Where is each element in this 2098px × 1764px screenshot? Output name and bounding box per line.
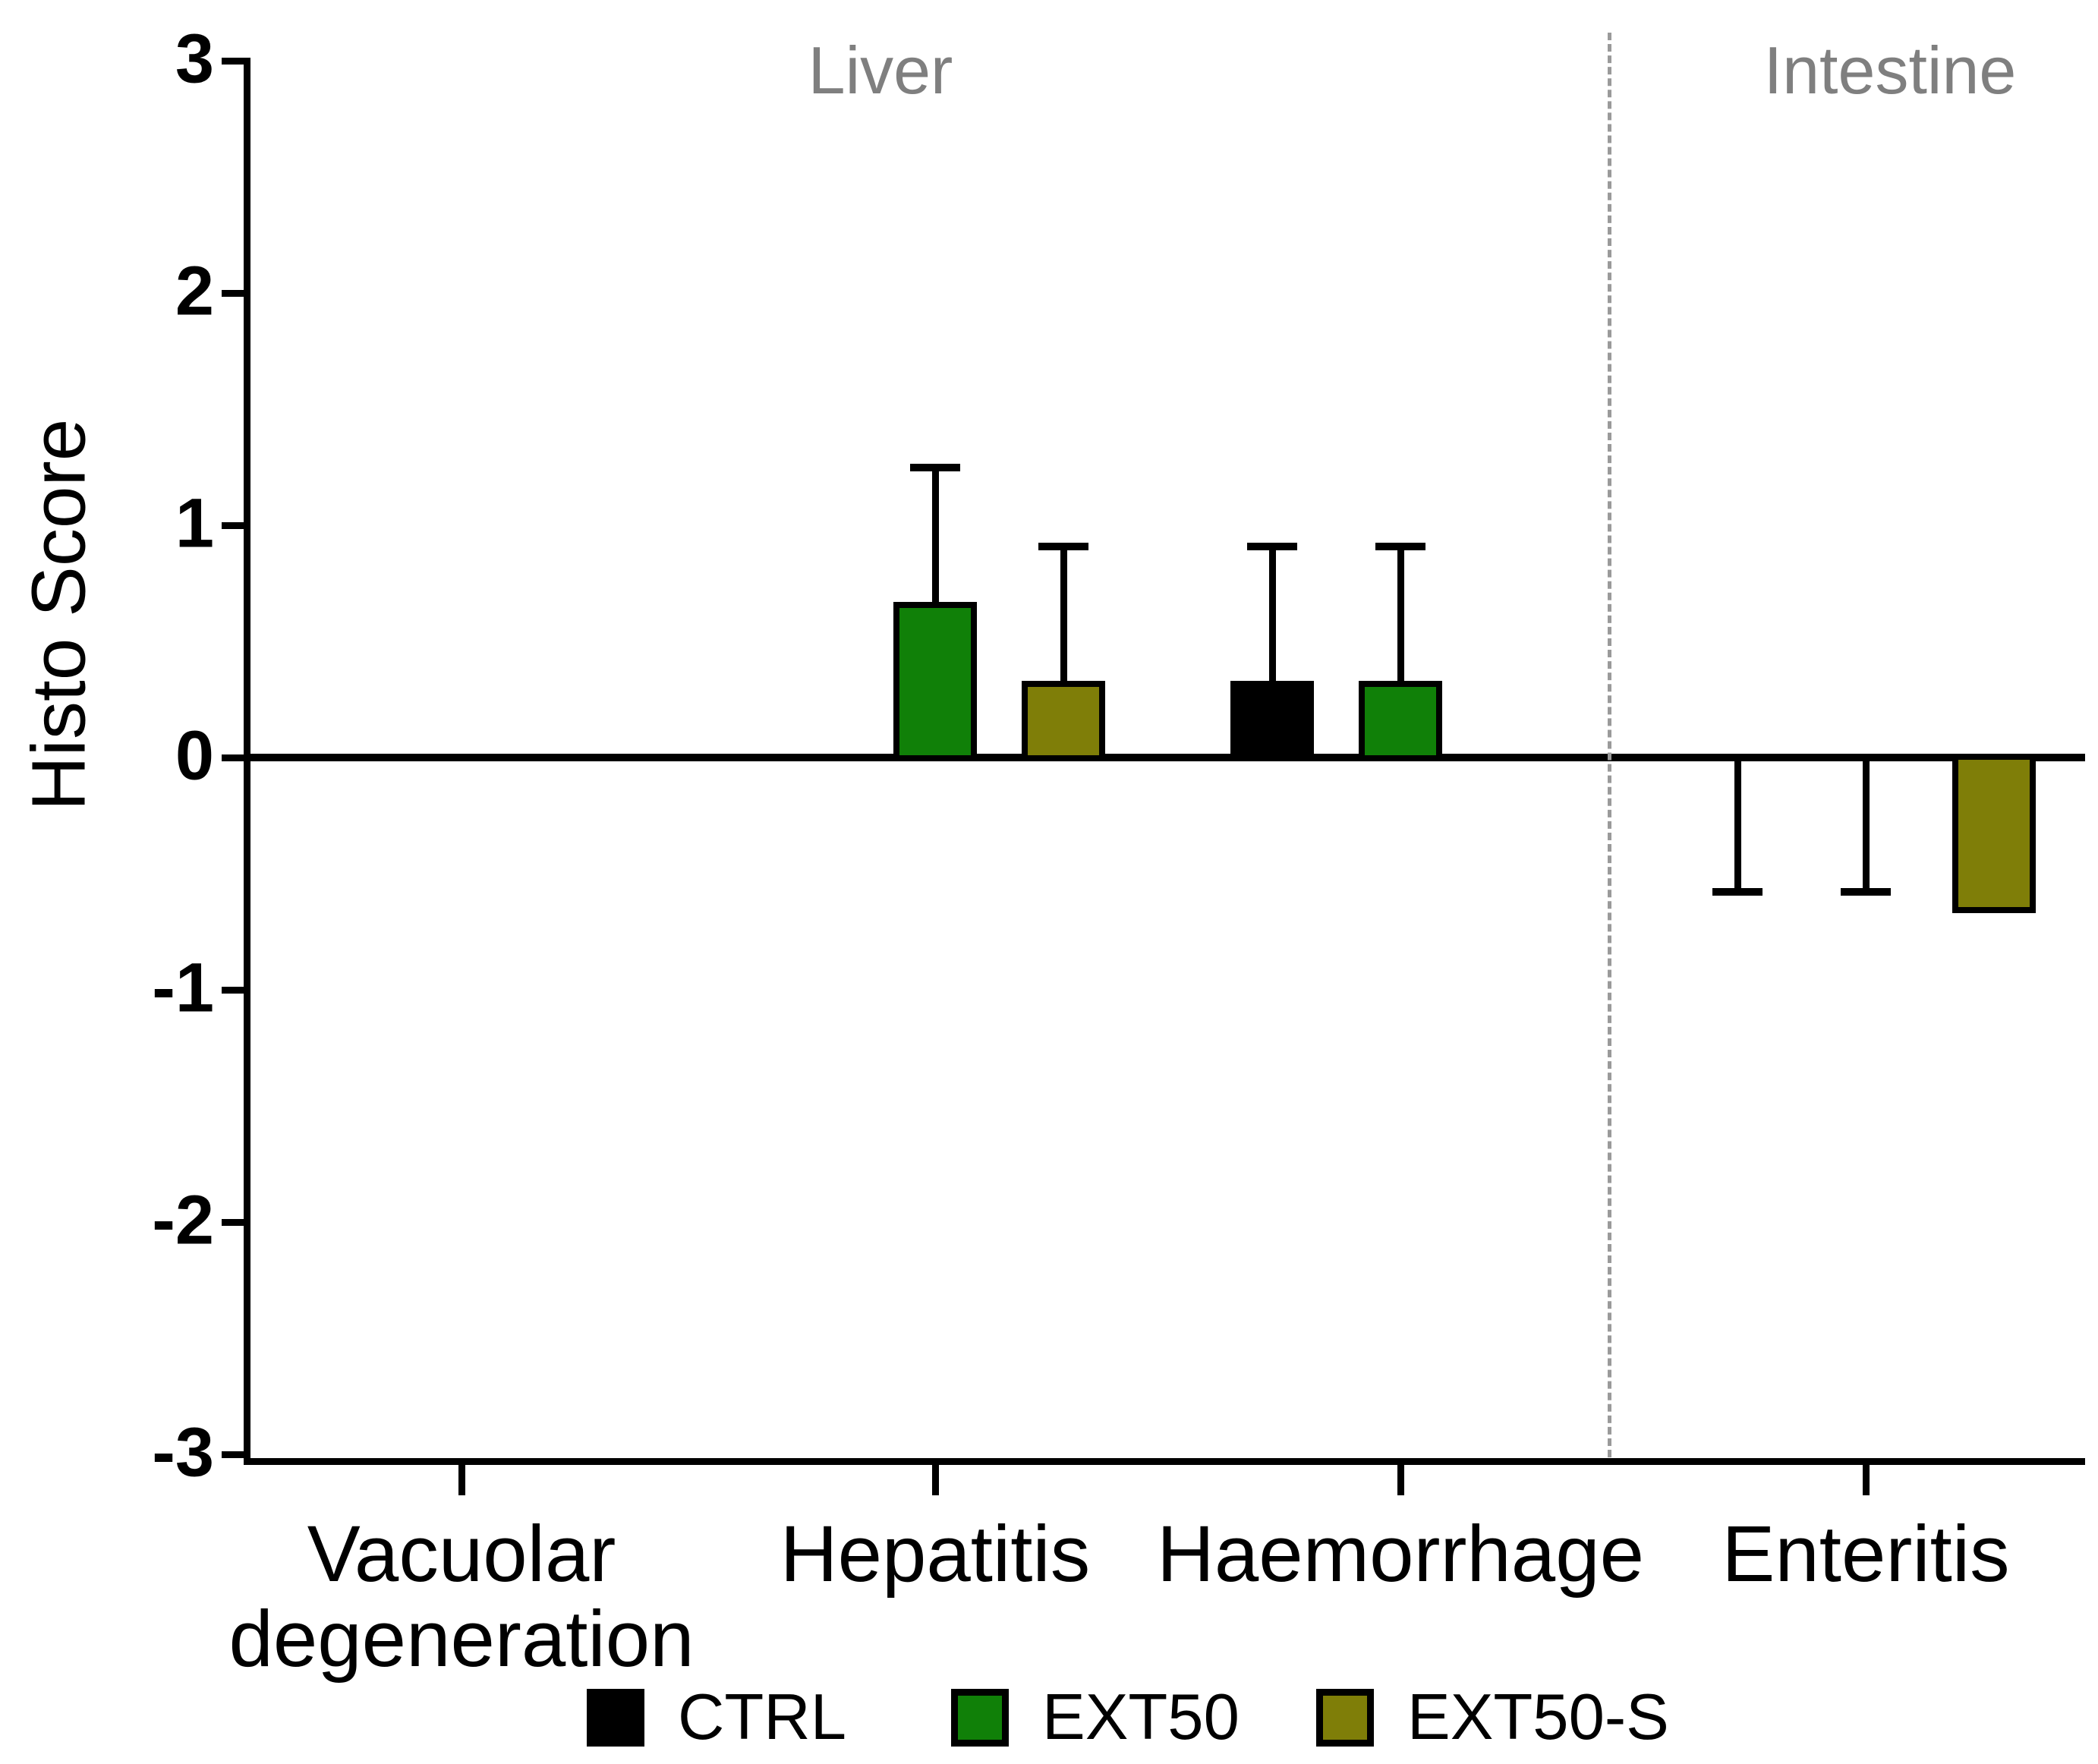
y-tick-mark-1 [222, 522, 247, 529]
y-tick-mark-2 [222, 290, 247, 297]
region-label-intestine: Intestine [1763, 33, 2017, 108]
y-tick-mark-3 [222, 58, 247, 65]
category-label-vacuolar-degeneration: Vacuolar degeneration [228, 1510, 695, 1684]
error-bar-cap-enteritis-ctrl [1712, 888, 1763, 896]
legend-label-ext50: EXT50 [1042, 1681, 1240, 1753]
error-bar-cap-hepatitis-ext50 [910, 463, 960, 471]
x-tick-mark-haemorrhage [1397, 1465, 1404, 1495]
y-axis-line [244, 58, 250, 1465]
y-tick-label-2: 2 [175, 252, 214, 330]
y-tick-label-3: 3 [175, 20, 214, 98]
error-bar-line-enteritis-ctrl [1734, 758, 1741, 893]
y-tick-label-0: 0 [175, 717, 214, 795]
bar-enteritis-ext50-s [1952, 754, 2036, 914]
error-bar-cap-haemorrhage-ext50 [1375, 542, 1425, 550]
y-tick-label-1: -1 [152, 949, 214, 1027]
y-tick-label-3: -3 [152, 1413, 214, 1492]
y-tick-label-2: -2 [152, 1181, 214, 1259]
bar-haemorrhage-ctrl [1230, 681, 1314, 761]
y-tick-label-1: 1 [175, 484, 214, 562]
legend-item-ctrl: CTRL [587, 1681, 846, 1753]
legend-item-ext50-s: EXT50-S [1316, 1681, 1669, 1753]
y-tick-mark-2 [222, 1219, 247, 1226]
legend-swatch-ctrl [587, 1689, 644, 1747]
error-bar-line-enteritis-ext50 [1863, 758, 1870, 893]
category-label-enteritis: Enteritis [1722, 1510, 2010, 1599]
x-tick-mark-enteritis [1863, 1465, 1870, 1495]
error-bar-line-hepatitis-ext50 [932, 467, 939, 621]
legend-item-ext50: EXT50 [951, 1681, 1240, 1753]
category-label-hepatitis: Hepatitis [780, 1510, 1091, 1599]
y-tick-mark-3 [222, 1451, 247, 1458]
bar-hepatitis-ext50-s [1022, 681, 1105, 761]
x-axis-line [244, 1458, 2085, 1465]
liver-intestine-separator-line [1608, 33, 1611, 1457]
legend-swatch-ext50 [951, 1689, 1009, 1747]
bar-hepatitis-ext50 [893, 601, 977, 761]
zero-baseline [247, 754, 2085, 761]
y-tick-mark-1 [222, 987, 247, 994]
legend-label-ctrl: CTRL [678, 1681, 846, 1753]
error-bar-line-hepatitis-ext50-s [1060, 546, 1067, 700]
category-label-haemorrhage: Haemorrhage [1157, 1510, 1644, 1599]
error-bar-line-haemorrhage-ext50 [1397, 546, 1404, 700]
x-tick-mark-hepatitis [932, 1465, 939, 1495]
x-tick-mark-vacuolar-degeneration [458, 1465, 465, 1495]
error-bar-cap-enteritis-ext50 [1841, 888, 1891, 896]
error-bar-cap-hepatitis-ext50-s [1038, 542, 1088, 550]
legend-swatch-ext50-s [1316, 1689, 1374, 1747]
region-label-liver: Liver [808, 33, 953, 108]
error-bar-cap-haemorrhage-ctrl [1247, 542, 1297, 550]
legend-label-ext50-s: EXT50-S [1407, 1681, 1669, 1753]
error-bar-line-haemorrhage-ctrl [1269, 546, 1276, 700]
bar-haemorrhage-ext50 [1359, 681, 1442, 761]
y-tick-mark-0 [222, 754, 247, 761]
